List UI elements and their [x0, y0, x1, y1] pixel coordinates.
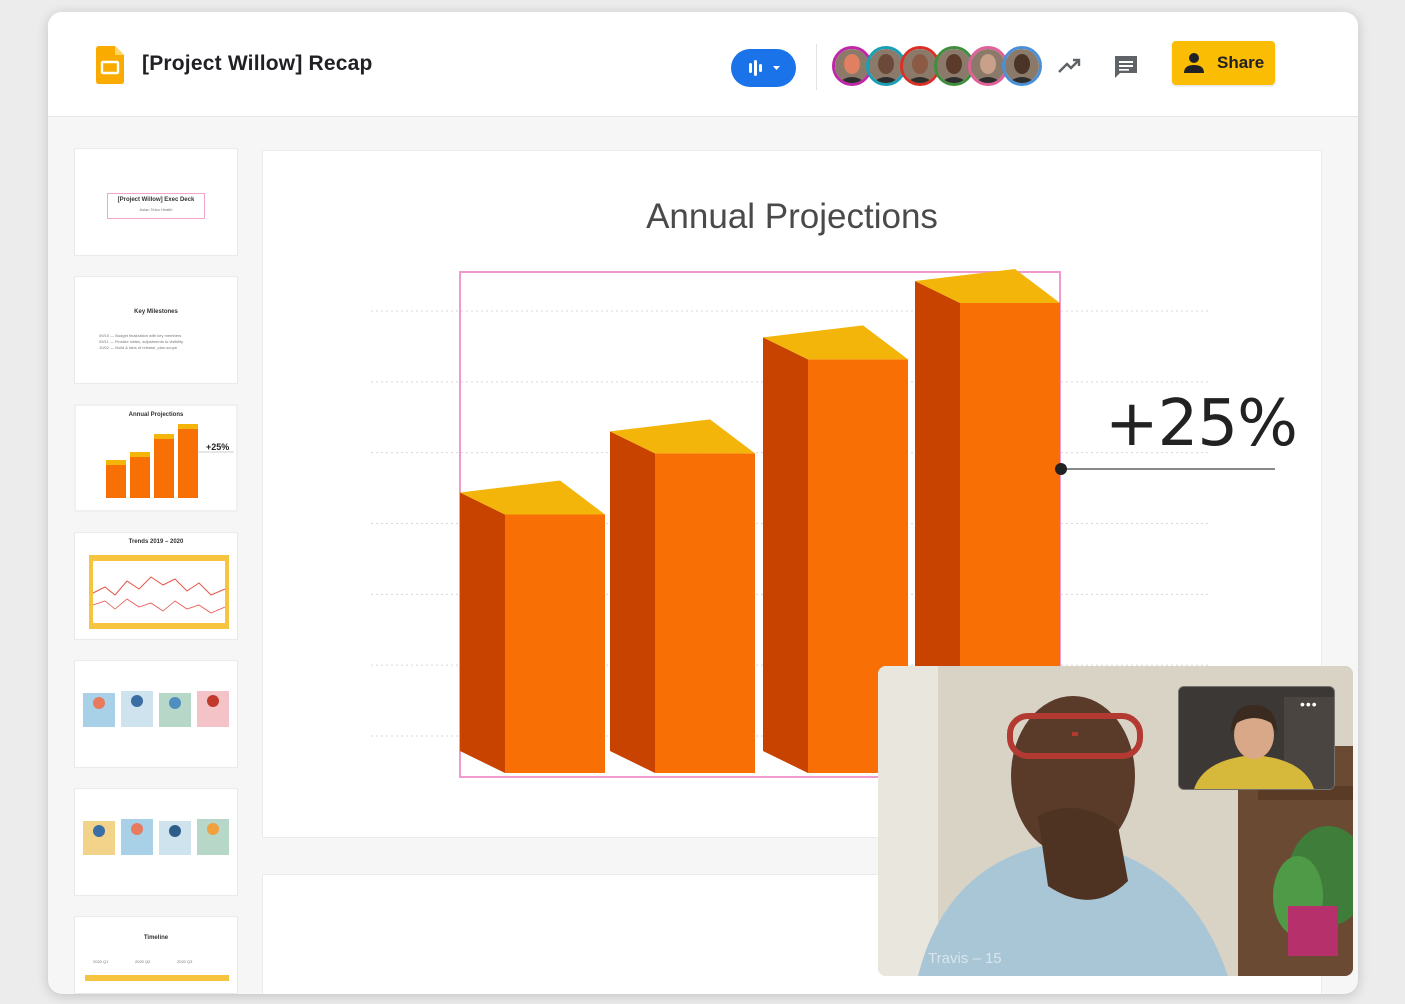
more-options-icon[interactable]: ••• [1300, 696, 1318, 712]
bar-top-3 [763, 325, 908, 360]
avatar-participant-6[interactable] [1002, 46, 1042, 86]
slide-thumbnail-7[interactable]: Timeline 2020 Q1 2020 Q2 2020 Q3 [74, 916, 238, 994]
video-tile-main[interactable] [878, 666, 1353, 976]
thumb-title: Timeline [143, 935, 169, 941]
avatar-participant-1[interactable] [832, 46, 872, 86]
thumb-title: Annual Projections [128, 412, 184, 418]
bar-front-2 [655, 453, 755, 773]
toolbar-divider [816, 44, 817, 90]
thumb-title: Key Milestones [134, 309, 178, 315]
slide-thumbnail-5[interactable] [74, 660, 238, 768]
person-icon [1184, 53, 1204, 73]
bar-top-4 [915, 269, 1060, 303]
slide-filmstrip: [Project Willow] Exec Deck Asian Telco H… [74, 148, 240, 994]
top-bar: [Project Willow] Recap [48, 12, 1358, 117]
thumb-label: 2020 Q1 [93, 959, 109, 964]
thumb-subtitle: Asian Telco Health [139, 207, 173, 212]
self-video-feed [1179, 687, 1334, 789]
callout-anchor-dot [1055, 463, 1067, 475]
slide-canvas[interactable]: Annual Projections +25% [262, 150, 1322, 838]
bar-front-1 [505, 514, 605, 773]
avatar-participant-2[interactable] [866, 46, 906, 86]
present-button[interactable] [731, 49, 796, 87]
thumb-title: Trends 2019 – 2020 [128, 539, 184, 545]
participant-video-feed [878, 666, 1353, 976]
bar-top-2 [610, 419, 755, 454]
thumb-line: 09/11 — Finalize slides, adjustments to … [99, 339, 184, 344]
slide-thumbnail-1[interactable]: [Project Willow] Exec Deck Asian Telco H… [74, 148, 238, 256]
thumb-title-box [107, 193, 205, 219]
bar-side-3 [763, 337, 808, 773]
slide-thumbnail-4[interactable]: Trends 2019 – 2020 [74, 532, 238, 640]
thumb-line: 09/10 — Budget finalization with key mem… [99, 333, 182, 338]
slide-thumbnail-2[interactable]: Key Milestones 09/10 — Budget finalizati… [74, 276, 238, 384]
slides-logo-icon[interactable] [96, 46, 124, 84]
document-title[interactable]: [Project Willow] Recap [142, 52, 373, 75]
bar-side-1 [460, 492, 505, 773]
participant-name-label: Travis – 15 [928, 950, 1002, 967]
trending-up-icon[interactable] [1056, 52, 1084, 80]
thumb-timeline-bar [85, 975, 229, 981]
thumb-label: 2020 Q3 [177, 959, 193, 964]
comment-icon[interactable] [1111, 52, 1141, 82]
thumb-title: [Project Willow] Exec Deck [117, 197, 195, 203]
bar-top-1 [460, 480, 605, 515]
thumb-line-chart [89, 555, 229, 629]
share-button[interactable]: Share [1172, 41, 1275, 85]
bar-side-4 [915, 281, 960, 773]
voice-icon [749, 60, 780, 76]
bar-side-2 [610, 431, 655, 773]
thumb-illustrations [83, 691, 229, 727]
slide-thumbnail-6[interactable] [74, 788, 238, 896]
thumb-callout: +25% [206, 442, 230, 452]
growth-callout[interactable]: +25% [1105, 387, 1298, 461]
video-tile-self[interactable] [1178, 686, 1335, 790]
slide-title[interactable]: Annual Projections [646, 197, 938, 236]
avatar-participant-3[interactable] [900, 46, 940, 86]
slide-thumbnail-3[interactable]: Annual Projections +25% [74, 404, 238, 512]
thumb-label: 2020 Q2 [135, 959, 151, 964]
thumb-illustrations [83, 819, 229, 855]
annual-projections-chart[interactable] [263, 151, 1321, 837]
thumb-bar-chart [106, 424, 234, 498]
slides-window: [Project Willow] Recap [48, 12, 1358, 994]
share-label: Share [1217, 53, 1265, 72]
thumb-line: 10/02 — Build & tabs of release, plan-sc… [99, 345, 178, 350]
